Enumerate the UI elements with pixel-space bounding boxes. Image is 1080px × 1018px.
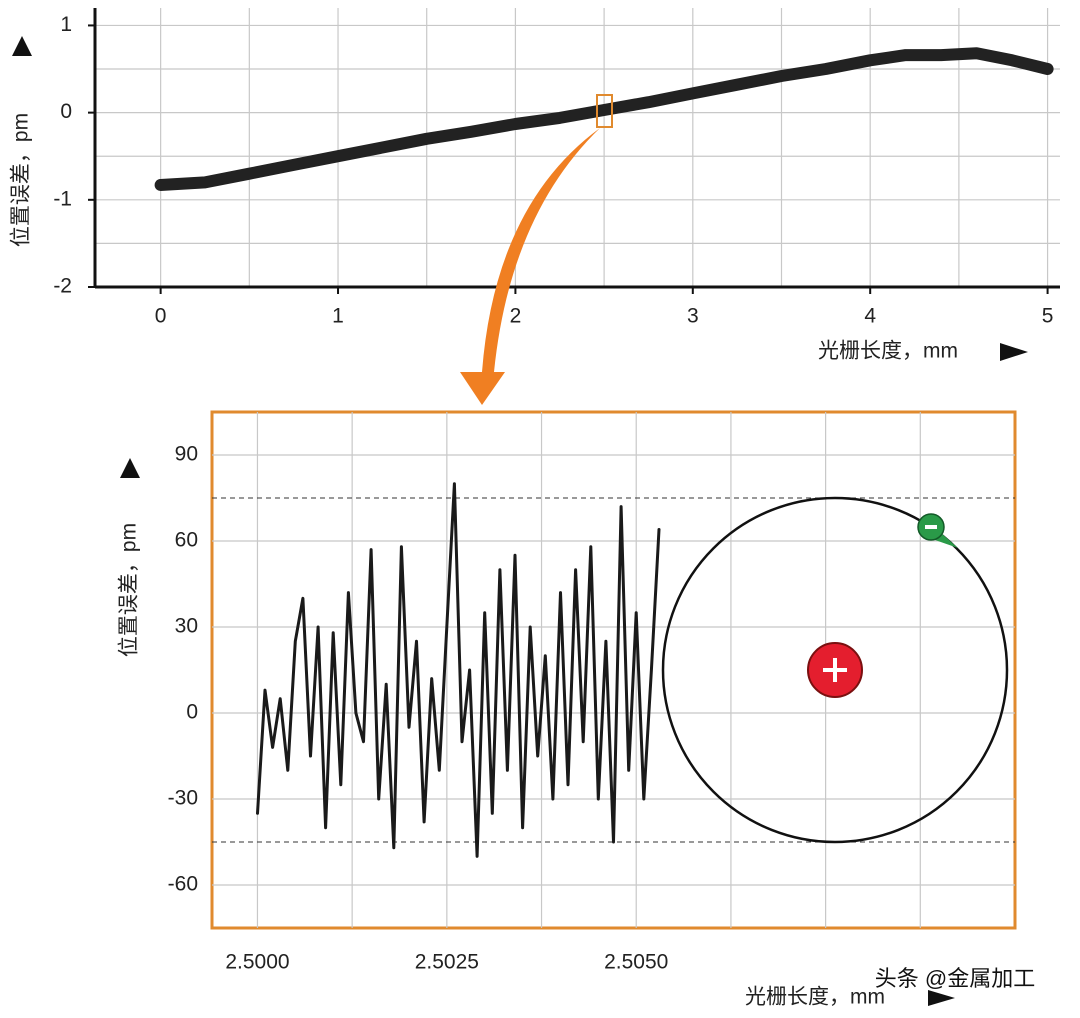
y-tick-label: -60 bbox=[168, 873, 198, 896]
x-tick-label: 3 bbox=[687, 305, 699, 328]
y-tick-label: 60 bbox=[175, 529, 198, 552]
zoom-arrow bbox=[460, 128, 600, 405]
x-tick-label: 2.5025 bbox=[415, 951, 479, 974]
y-tick-label: 1 bbox=[60, 13, 72, 36]
x-tick-label: 2.5000 bbox=[225, 951, 289, 974]
x-tick-label: 5 bbox=[1042, 305, 1054, 328]
y-tick-label: -1 bbox=[53, 187, 72, 210]
y-tick-label: 0 bbox=[186, 701, 198, 724]
axis-arrow bbox=[120, 458, 140, 478]
atom-orbit bbox=[661, 496, 1009, 844]
x-tick-label: 2.5050 bbox=[604, 951, 668, 974]
plots: 0 1 2 3 4 5 1 0 -1 -2 2.5000 2.5025 2.5050 90 60 30 0 -30… bbox=[53, 8, 1060, 974]
axis-arrow bbox=[12, 36, 32, 56]
x-tick-label: 2 bbox=[510, 305, 522, 328]
y-tick-label: -30 bbox=[168, 787, 198, 810]
axis-arrow bbox=[1000, 343, 1028, 361]
plus-sign bbox=[823, 658, 847, 682]
y-tick-label: 90 bbox=[175, 443, 198, 466]
zoom-region bbox=[596, 94, 613, 128]
data-line bbox=[154, 47, 1054, 191]
x-tick-label: 4 bbox=[864, 305, 876, 328]
x-tick-label: 1 bbox=[332, 305, 344, 328]
x-axis-label: 光栅长度，mm bbox=[745, 986, 885, 1009]
y-tick-label: 30 bbox=[175, 615, 198, 638]
x-axis-label: 光栅长度，mm bbox=[818, 340, 958, 363]
y-axis-label: 位置误差，pm bbox=[10, 113, 33, 247]
y-tick-label: 0 bbox=[60, 100, 72, 123]
y-axis-label: 位置误差，pm bbox=[118, 523, 141, 657]
data-line bbox=[256, 482, 661, 858]
x-tick-label: 0 bbox=[155, 305, 167, 328]
axis-arrow bbox=[928, 990, 955, 1006]
watermark: 头条 @金属加工 bbox=[875, 966, 1035, 991]
y-tick-label: -2 bbox=[53, 275, 72, 298]
